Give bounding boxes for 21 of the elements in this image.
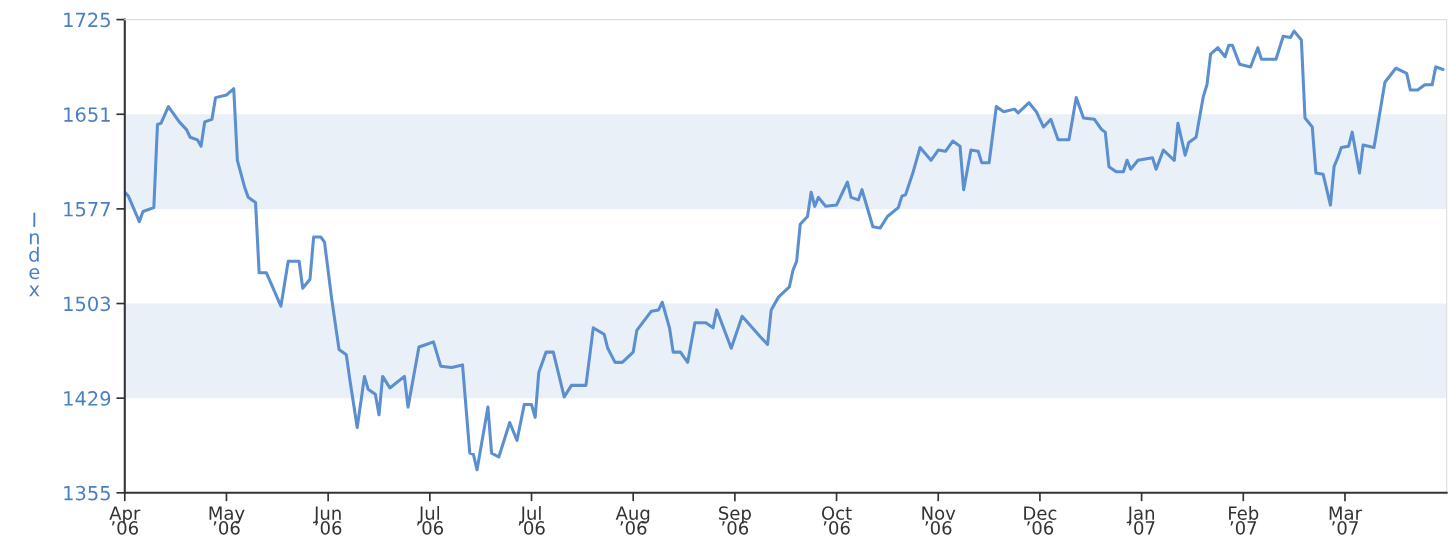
- x-tick-label: May ’06: [209, 506, 245, 535]
- x-tick-label: Oct ’06: [821, 506, 852, 535]
- x-tick-label: Dec ’06: [1024, 506, 1057, 535]
- x-tick-label: Feb ’07: [1229, 505, 1259, 535]
- x-tick-label: Jul ’06: [518, 505, 545, 535]
- x-tick-label: Jun ’06: [313, 506, 342, 535]
- y-tick-label: 1725: [64, 12, 110, 28]
- x-tick-label: Jan ’07: [1126, 506, 1155, 535]
- line-series: [124, 29, 1445, 472]
- x-tick-label: Aug ’06: [615, 506, 650, 535]
- y-tick-label: 1355: [64, 485, 110, 501]
- x-tick-label: Mar ’07: [1329, 506, 1362, 535]
- x-tick-label: Jul ’06: [417, 505, 444, 535]
- x-tick-label: Nov ’06: [922, 506, 956, 535]
- y-tick-label: 1577: [64, 202, 110, 217]
- x-tick-label: Sep ’06: [719, 506, 751, 535]
- y-tick-label: 1429: [64, 391, 111, 406]
- y-tick-label: 1503: [64, 296, 111, 312]
- y-axis-title: Index: [29, 212, 40, 297]
- x-tick-label: Apr ’06: [109, 506, 141, 535]
- y-tick-label: 1651: [64, 107, 110, 122]
